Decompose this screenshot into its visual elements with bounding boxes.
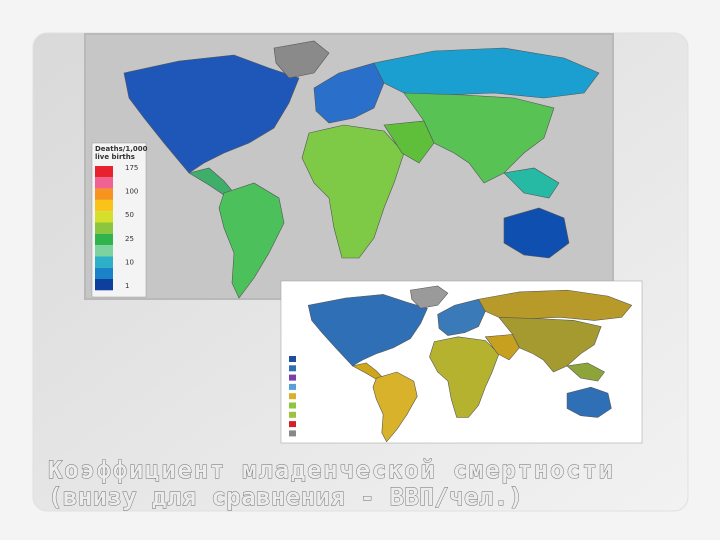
greenland bbox=[273, 40, 330, 79]
africa bbox=[301, 124, 405, 259]
bottom-legend bbox=[286, 352, 326, 440]
legend-swatch bbox=[95, 166, 113, 178]
legend-swatch bbox=[95, 245, 113, 257]
russia bbox=[478, 289, 633, 321]
caption: (внизу для сравнения - ВВП/чел.) bbox=[48, 483, 523, 511]
legend-swatch bbox=[95, 211, 113, 223]
map-land bbox=[123, 40, 600, 299]
legend-swatch bbox=[289, 393, 296, 400]
map-legend: Deaths/1,000 live births 175 100 50 25 10 1 bbox=[91, 142, 148, 298]
legend-swatch bbox=[289, 374, 296, 381]
legend-swatch bbox=[95, 199, 113, 212]
caption: Коэффициент младенческой смертности bbox=[48, 456, 613, 484]
legend-swatch bbox=[95, 279, 113, 291]
south-america bbox=[372, 371, 418, 443]
legend-swatch bbox=[95, 188, 113, 200]
legend-swatch bbox=[289, 365, 296, 372]
top-map bbox=[84, 33, 614, 300]
legend-swatch bbox=[289, 421, 296, 428]
legend-swatch bbox=[289, 383, 296, 390]
middle-east bbox=[484, 334, 520, 361]
bottom-map bbox=[280, 280, 643, 444]
legend-swatch bbox=[289, 356, 296, 362]
europe bbox=[437, 298, 486, 336]
north-america bbox=[307, 294, 428, 367]
legend-label: 25 bbox=[125, 235, 134, 243]
legend-swatch bbox=[289, 402, 296, 409]
south-america bbox=[218, 182, 285, 299]
europe bbox=[313, 62, 385, 124]
legend-title: Deaths/1,000 bbox=[95, 145, 148, 153]
north-america bbox=[123, 54, 300, 174]
australia bbox=[503, 207, 570, 259]
legend-swatch bbox=[95, 233, 113, 246]
legend-label: 100 bbox=[125, 188, 138, 196]
legend-swatch bbox=[95, 267, 113, 279]
legend-swatch bbox=[289, 411, 296, 418]
greenland bbox=[410, 285, 449, 309]
south-east-asia bbox=[503, 167, 560, 199]
africa bbox=[429, 336, 500, 418]
south-east-asia bbox=[566, 362, 605, 382]
middle-east bbox=[383, 120, 435, 164]
legend-swatch bbox=[95, 177, 113, 189]
russia bbox=[373, 47, 600, 99]
legend-label: 10 bbox=[125, 258, 134, 266]
australia bbox=[566, 386, 612, 418]
legend-label: 50 bbox=[125, 211, 134, 219]
legend-title: live births bbox=[95, 153, 135, 161]
map-land bbox=[307, 285, 633, 443]
legend-swatch bbox=[95, 256, 113, 268]
legend-label: 175 bbox=[125, 164, 138, 172]
legend-label: 1 bbox=[125, 282, 129, 290]
legend-swatch bbox=[95, 222, 113, 234]
legend-swatch bbox=[289, 430, 296, 437]
